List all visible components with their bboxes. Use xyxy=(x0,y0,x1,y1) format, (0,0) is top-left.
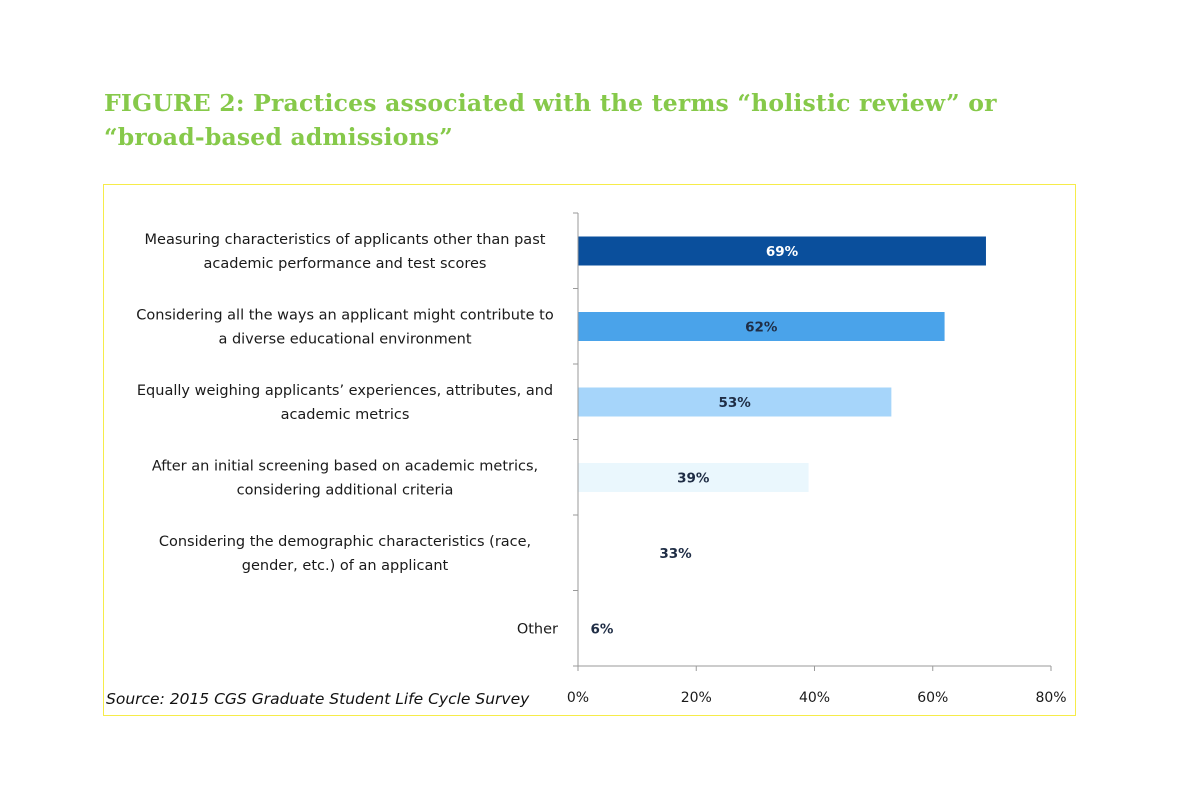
source-note: Source: 2015 CGS Graduate Student Life C… xyxy=(106,690,530,708)
category-label: Considering all the ways an applicant mi… xyxy=(136,308,554,348)
x-tick-label: 80% xyxy=(1035,690,1066,706)
bars-layer xyxy=(578,236,986,643)
data-label: 33% xyxy=(659,546,692,562)
x-tick-label: 20% xyxy=(681,690,712,706)
data-label: 6% xyxy=(591,622,614,638)
x-tick-label: 0% xyxy=(567,690,589,706)
data-label: 53% xyxy=(719,395,752,411)
bar xyxy=(578,614,614,643)
axis-layer xyxy=(573,212,1052,671)
bar xyxy=(578,463,809,492)
labels-layer: 69% Measuring characteristics of applican… xyxy=(136,232,1066,706)
bar xyxy=(578,312,945,341)
data-label: 62% xyxy=(745,320,778,336)
figure-title: FIGURE 2: Practices associated with the … xyxy=(104,89,997,151)
category-label: Measuring characteristics of applicants … xyxy=(145,232,546,272)
bar xyxy=(578,538,774,568)
bar xyxy=(578,236,986,266)
x-tick-label: 40% xyxy=(799,690,830,706)
category-label: Equally weighing applicants’ experiences… xyxy=(137,383,553,423)
bar xyxy=(578,387,892,417)
x-tick-label: 60% xyxy=(917,690,948,706)
category-label: After an initial screening based on acad… xyxy=(152,459,538,499)
category-label: Considering the demographic characterist… xyxy=(159,534,531,574)
chart-frame xyxy=(103,184,1076,716)
data-label: 39% xyxy=(677,471,710,487)
category-label: Other xyxy=(517,622,558,638)
data-label: 69% xyxy=(766,244,799,260)
